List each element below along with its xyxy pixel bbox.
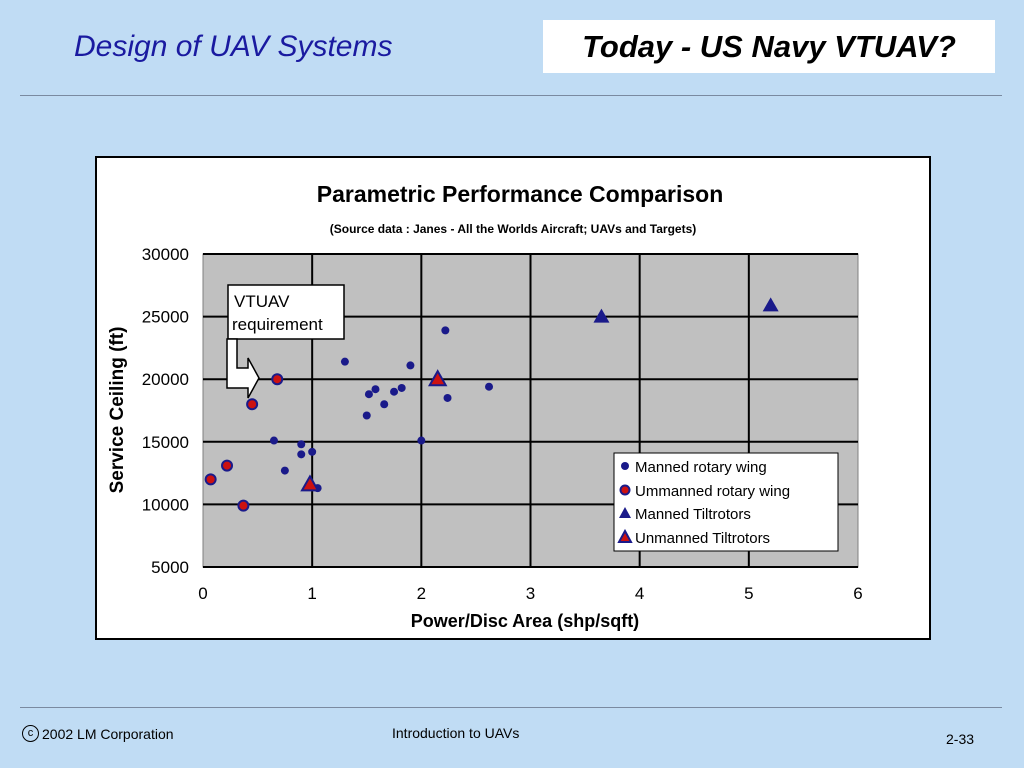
x-tick-label: 6 [853,584,862,603]
manned-rotary-point [390,387,399,396]
y-tick-label: 10000 [142,495,189,514]
unmanned-rotary-point [237,499,250,512]
presentation-title: Design of UAV Systems [74,30,393,63]
y-axis-label: Service Ceiling (ft) [107,327,128,494]
unmanned-rotary-point [204,473,217,486]
chart-title: Parametric Performance Comparison [317,181,724,207]
annotation-line-2: requirement [232,315,323,334]
tick-labels: 0 1 2 3 4 5 6 5000 10000 15000 20000 25000 30000 [142,245,863,603]
footer-copyright: c 2002 LM Corporation [22,725,174,742]
manned-rotary-point [485,382,494,391]
unmanned-rotary-point [221,459,234,472]
manned-rotary-point [340,357,349,366]
footer-course: Introduction to UAVs [392,725,520,741]
unmanned-tiltrotor-point [427,369,448,387]
y-tick-label: 20000 [142,370,189,389]
manned-rotary-point [371,385,380,394]
manned-rotary-point [362,411,371,420]
x-tick-label: 5 [744,584,753,603]
chart-subtitle: (Source data : Janes - All the Worlds Ai… [330,222,697,236]
legend-unmanned-rotary-label: Ummanned rotary wing [635,483,790,500]
legend-manned-tiltrotor-marker [619,507,631,518]
manned-tiltrotor-point [762,297,779,312]
x-axis-label: Power/Disc Area (shp/sqft) [411,611,639,631]
x-tick-label: 3 [526,584,535,603]
header-divider [20,95,1002,96]
legend-box [613,452,839,552]
manned-rotary-point [417,436,426,445]
legend-manned-rotary-marker [621,462,629,470]
footer-page-number: 2-33 [946,731,975,747]
manned-rotary-point [308,447,317,456]
manned-rotary-point [406,361,415,370]
x-tick-label: 1 [307,584,316,603]
y-tick-label: 30000 [142,245,189,264]
legend-manned-rotary-label: Manned rotary wing [635,459,767,476]
chart-frame: Parametric Performance Comparison (Sourc… [95,156,931,640]
vtuav-annotation: VTUAV requirement [226,284,345,399]
annotation-arrow [226,338,260,399]
unmanned-rotary-point [246,398,259,411]
unmanned-tiltrotor-point [300,474,320,492]
unmanned-rotary-point [271,373,284,386]
manned-rotary-point [280,466,289,475]
annotation-box [227,284,345,340]
manned-rotary-point [441,326,450,335]
legend-unmanned-rotary-marker [619,484,631,496]
y-tick-label: 25000 [142,308,189,327]
manned-rotary-point [269,436,278,445]
manned-rotary-point [297,450,306,459]
legend: Manned rotary wing Ummanned rotary wing … [613,452,839,552]
scatter-chart: Parametric Performance Comparison (Sourc… [107,181,863,631]
manned-rotary-point [380,400,389,409]
slide-title: Today - US Navy VTUAV? [582,28,956,64]
manned-rotary-point [397,383,406,392]
copyright-text: 2002 LM Corporation [42,725,174,742]
data-points [204,297,779,512]
y-tick-label: 15000 [142,433,189,452]
manned-rotary-point [297,440,306,449]
manned-rotary-point [443,393,452,402]
legend-unmanned-tiltrotor-marker [617,528,633,543]
annotation-line-1: VTUAV [234,292,290,311]
legend-unmanned-tiltrotor-label: Unmanned Tiltrotors [635,530,770,547]
manned-tiltrotor-point [593,308,610,323]
y-tick-label: 5000 [151,558,189,577]
x-tick-label: 2 [417,584,426,603]
x-tick-label: 0 [198,584,207,603]
footer-divider [20,707,1002,708]
legend-manned-tiltrotor-label: Manned Tiltrotors [635,506,751,523]
slide-title-box: Today - US Navy VTUAV? [543,20,995,73]
manned-rotary-point [364,390,373,399]
x-tick-label: 4 [635,584,644,603]
copyright-icon: c [22,725,39,742]
